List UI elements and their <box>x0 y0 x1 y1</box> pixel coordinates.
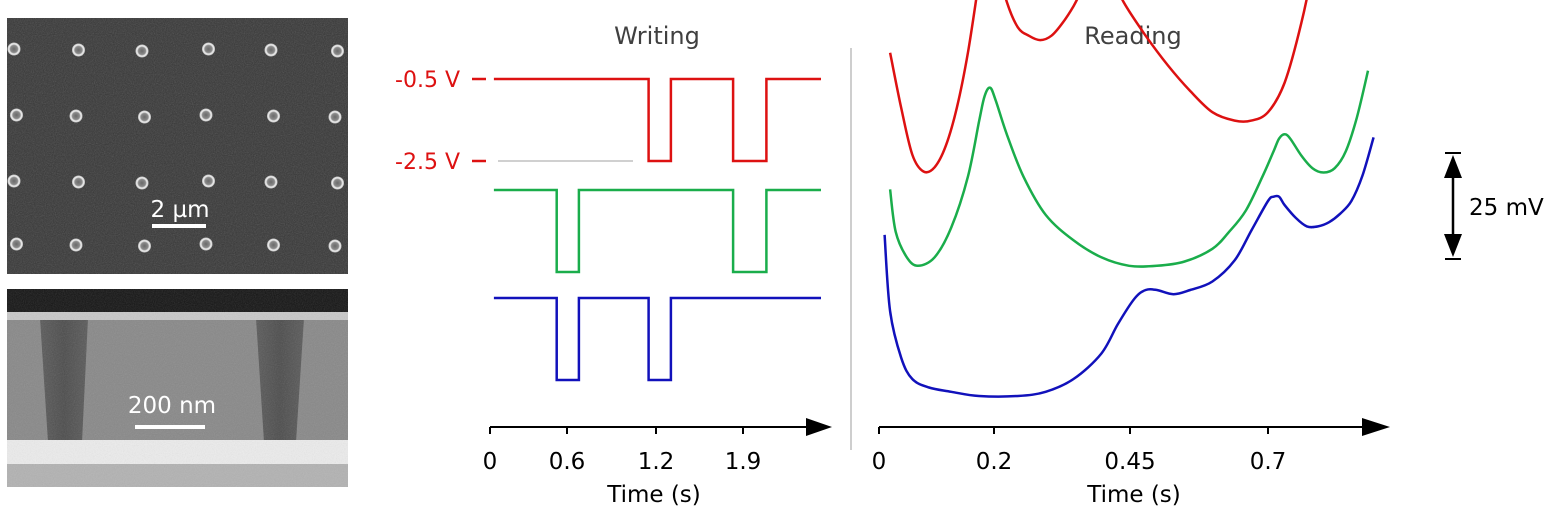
sem-particle <box>10 108 23 122</box>
writing-x-tick-label: 0 <box>483 449 498 475</box>
reading-x-axis-arrow <box>1362 418 1390 436</box>
sem-particle <box>69 109 83 123</box>
sem-particle <box>267 109 280 123</box>
sem-top-scale-label: 2 µm <box>151 197 210 223</box>
reading-x-tick-label: 0.45 <box>1104 449 1155 475</box>
sem-particle <box>135 44 149 58</box>
reading-x-axis-label: Time (s) <box>1086 482 1181 508</box>
sem-particle <box>135 176 149 190</box>
sem-particle <box>202 174 215 188</box>
voltage-scale-bar <box>1444 152 1462 260</box>
reading-x-tick-label: 0.2 <box>976 449 1013 475</box>
sem-particle <box>7 174 21 188</box>
sem-bottom-image: 200 nm <box>7 289 348 487</box>
writing-chart-title: Writing <box>614 22 700 50</box>
sem-particle <box>69 238 83 252</box>
sem-particle <box>264 43 278 57</box>
writing-x-axis-arrow <box>806 418 832 436</box>
reading-chart: Reading 0 0.2 0.45 0.7 Time (s) 25 mV <box>872 0 1544 508</box>
sem-particle <box>331 44 344 58</box>
sem-bottom-scale-label: 200 nm <box>128 393 216 419</box>
level-label-low: -2.5 V <box>395 150 460 175</box>
sem-particle <box>199 237 213 251</box>
sem-particle <box>72 175 85 189</box>
writing-series-blue <box>493 296 821 382</box>
writing-chart: Writing -0.5 V -2.5 V 0 0.6 1.2 1.9 Time… <box>395 22 832 508</box>
sem-particle <box>267 238 280 252</box>
writing-x-tick-label: 0.6 <box>549 449 586 475</box>
writing-x-tick-label: 1.9 <box>725 449 762 475</box>
sem-particle <box>138 239 151 253</box>
sem-particle-array <box>7 42 344 253</box>
sem-particle <box>264 175 278 189</box>
writing-x-axis-label: Time (s) <box>606 482 701 508</box>
level-label-high: -0.5 V <box>395 68 460 93</box>
reading-x-tick-label: 0 <box>872 449 887 475</box>
sem-top-scale-bar <box>152 224 206 228</box>
voltage-scale-label: 25 mV <box>1469 195 1544 221</box>
sem-particle <box>328 239 342 253</box>
sem-particle <box>202 42 215 56</box>
reading-chart-title: Reading <box>1084 22 1181 50</box>
reading-x-tick-label: 0.7 <box>1250 449 1287 475</box>
reading-series-green <box>888 70 1370 268</box>
sem-particle <box>331 176 344 190</box>
sem-particle <box>328 110 342 124</box>
sem-top-image: 2 µm <box>7 18 348 274</box>
sem-particle <box>138 110 151 124</box>
reading-series-blue <box>883 137 1375 398</box>
writing-x-tick-label: 1.2 <box>638 449 675 475</box>
sem-particle <box>7 42 21 56</box>
sem-particle <box>10 237 23 251</box>
sem-particle <box>199 108 213 122</box>
sem-bottom-scale-bar <box>135 425 205 429</box>
writing-series-red <box>493 77 821 163</box>
writing-series-green <box>493 188 821 274</box>
reading-series-red <box>888 0 1308 174</box>
sem-particle <box>72 43 85 57</box>
